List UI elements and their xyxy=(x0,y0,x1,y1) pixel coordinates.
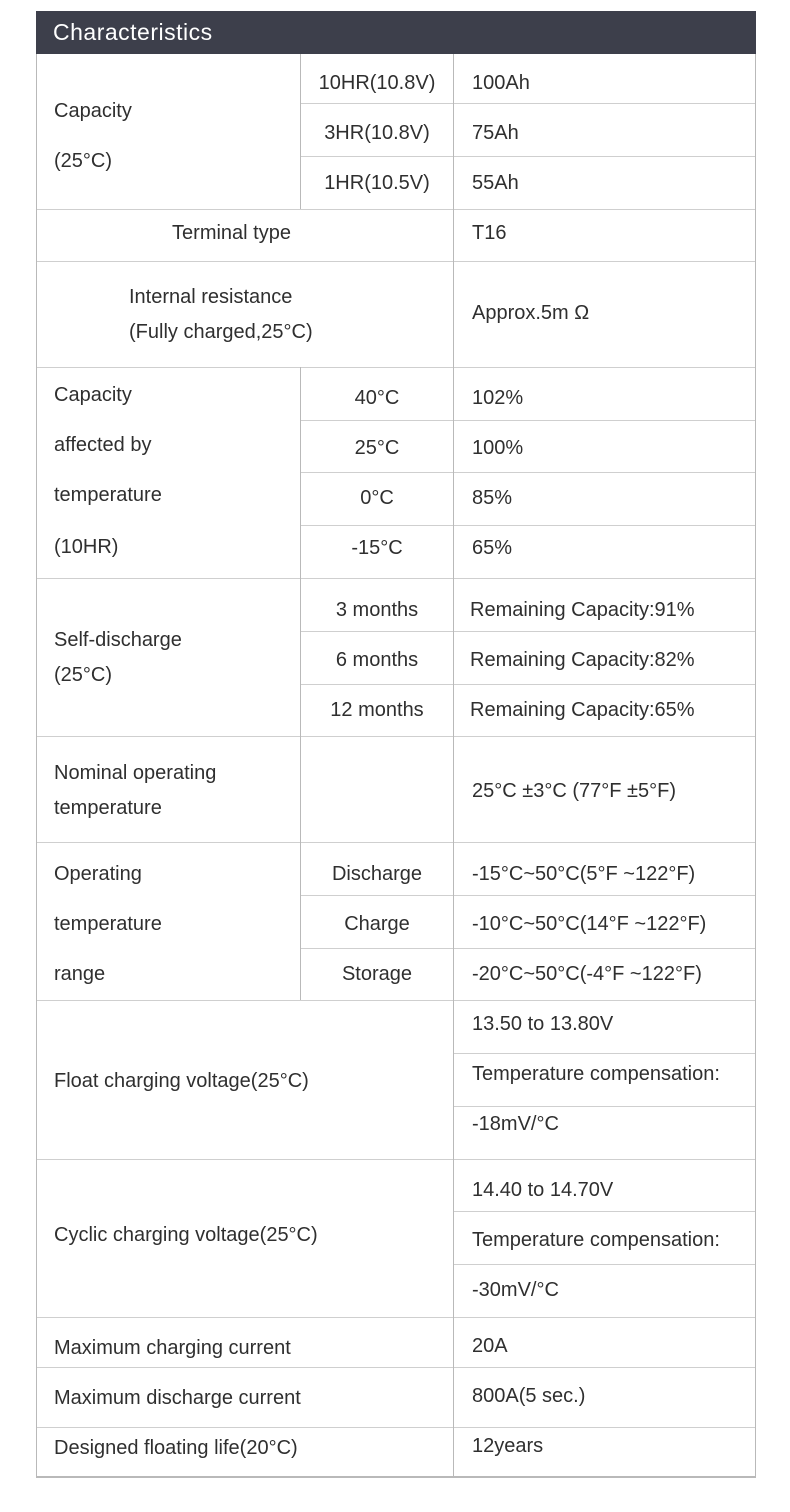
self-discharge-period: 3 months xyxy=(335,599,419,621)
row-divider xyxy=(37,1427,755,1428)
capacity-rate: 10HR(10.8V) xyxy=(318,72,436,94)
row-divider xyxy=(300,684,755,685)
operating-range-value: -10°C~50°C(14°F ~122°F) xyxy=(472,913,707,935)
row-divider xyxy=(37,578,755,579)
temp-capacity-label: temperature xyxy=(54,484,162,506)
self-discharge-label: Self-discharge xyxy=(54,629,182,651)
temp-capacity-label: Capacity xyxy=(54,384,132,406)
temp-capacity-temp: 25°C xyxy=(354,437,400,459)
row-divider xyxy=(37,261,755,262)
row-divider xyxy=(300,420,755,421)
row-divider xyxy=(37,209,755,210)
temp-capacity-value: 85% xyxy=(472,487,513,509)
self-discharge-value: Remaining Capacity:65% xyxy=(470,699,695,721)
row-divider xyxy=(300,156,755,157)
floating-life-label: Designed floating life(20°C) xyxy=(54,1437,298,1459)
temp-capacity-value: 100% xyxy=(472,437,524,459)
internal-resistance-label: Internal resistance xyxy=(129,286,293,308)
self-discharge-condition: (25°C) xyxy=(54,664,113,686)
operating-range-mode: Discharge xyxy=(331,863,423,885)
temp-capacity-value: 65% xyxy=(472,537,513,559)
operating-range-label: Operating xyxy=(54,863,142,885)
temp-capacity-label: affected by xyxy=(54,434,152,456)
temp-capacity-value: 102% xyxy=(472,387,524,409)
capacity-value: 75Ah xyxy=(472,122,519,144)
operating-range-mode: Charge xyxy=(344,913,410,935)
row-divider xyxy=(300,948,755,949)
self-discharge-value: Remaining Capacity:91% xyxy=(470,599,695,621)
row-divider xyxy=(300,472,755,473)
characteristics-table xyxy=(36,54,756,1478)
operating-range-label: range xyxy=(54,963,106,985)
capacity-value: 100Ah xyxy=(472,72,530,94)
internal-resistance-value: Approx.5m Ω xyxy=(472,302,590,324)
row-divider xyxy=(37,367,755,368)
row-divider xyxy=(453,1264,755,1265)
nominal-temp-label: Nominal operating xyxy=(54,762,217,784)
row-divider xyxy=(453,1106,755,1107)
column-divider xyxy=(300,367,301,736)
cyclic-voltage-range: 14.40 to 14.70V xyxy=(472,1179,614,1201)
row-divider xyxy=(453,1211,755,1212)
temp-capacity-temp: 0°C xyxy=(360,487,394,509)
row-divider xyxy=(37,1367,755,1368)
row-divider xyxy=(300,631,755,632)
nominal-temp-value: 25°C ±3°C (77°F ±5°F) xyxy=(472,780,676,802)
column-divider xyxy=(453,54,454,1478)
max-discharge-value: 800A(5 sec.) xyxy=(472,1385,586,1407)
row-divider xyxy=(453,1053,755,1054)
temp-capacity-temp: 40°C xyxy=(354,387,400,409)
terminal-type-value: T16 xyxy=(472,222,507,244)
float-voltage-compensation-label: Temperature compensation: xyxy=(472,1063,720,1085)
max-charge-value: 20A xyxy=(472,1335,508,1357)
terminal-type-label: Terminal type xyxy=(172,222,291,244)
capacity-label: Capacity xyxy=(54,100,132,122)
operating-range-mode: Storage xyxy=(341,963,413,985)
float-voltage-label: Float charging voltage(25°C) xyxy=(54,1070,309,1092)
nominal-temp-label: temperature xyxy=(54,797,162,819)
capacity-value: 55Ah xyxy=(472,172,519,194)
cyclic-voltage-compensation-value: -30mV/°C xyxy=(472,1279,559,1301)
row-divider xyxy=(300,525,755,526)
temp-capacity-label: (10HR) xyxy=(54,536,119,558)
self-discharge-period: 6 months xyxy=(335,649,419,671)
row-divider xyxy=(37,842,755,843)
section-title: Characteristics xyxy=(53,19,213,45)
internal-resistance-condition: (Fully charged,25°C) xyxy=(129,321,313,343)
max-charge-label: Maximum charging current xyxy=(54,1337,291,1359)
operating-range-value: -15°C~50°C(5°F ~122°F) xyxy=(472,863,696,885)
floating-life-value: 12years xyxy=(472,1435,544,1457)
capacity-rate: 3HR(10.8V) xyxy=(324,122,430,144)
section-header: Characteristics xyxy=(36,11,756,54)
row-divider xyxy=(300,895,755,896)
capacity-label-condition: (25°C) xyxy=(54,150,113,172)
row-divider xyxy=(37,1159,755,1160)
self-discharge-period: 12 months xyxy=(330,699,424,721)
max-discharge-label: Maximum discharge current xyxy=(54,1387,301,1409)
self-discharge-value: Remaining Capacity:82% xyxy=(470,649,695,671)
float-voltage-compensation-value: -18mV/°C xyxy=(472,1113,559,1135)
row-divider xyxy=(300,103,755,104)
column-divider xyxy=(300,736,301,1000)
float-voltage-range: 13.50 to 13.80V xyxy=(472,1013,614,1035)
cyclic-voltage-label: Cyclic charging voltage(25°C) xyxy=(54,1224,318,1246)
capacity-rate: 1HR(10.5V) xyxy=(324,172,430,194)
operating-range-value: -20°C~50°C(-4°F ~122°F) xyxy=(472,963,702,985)
row-divider xyxy=(37,1000,755,1001)
operating-range-label: temperature xyxy=(54,913,162,935)
cyclic-voltage-compensation-label: Temperature compensation: xyxy=(472,1229,720,1251)
temp-capacity-temp: -15°C xyxy=(351,537,403,559)
row-divider xyxy=(37,1317,755,1318)
row-divider xyxy=(37,736,755,737)
column-divider xyxy=(300,54,301,209)
